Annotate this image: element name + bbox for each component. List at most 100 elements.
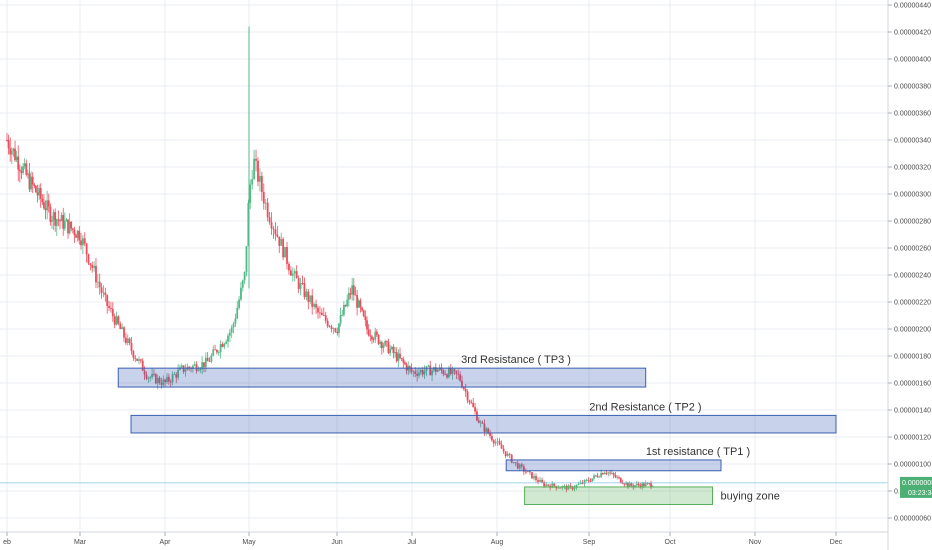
candle-body: [121, 327, 123, 329]
candle-body: [351, 285, 353, 294]
candle-body: [369, 335, 371, 336]
candle-body: [593, 475, 595, 478]
zone-box[interactable]: [118, 368, 645, 387]
candle-body: [32, 177, 34, 185]
candle-body: [388, 341, 390, 353]
y-tick-label: 0.00000420: [894, 30, 931, 37]
candle-body: [203, 362, 205, 367]
candle-body: [261, 176, 263, 192]
candle-body: [21, 171, 23, 173]
candle-body: [331, 327, 333, 329]
candle-body: [340, 315, 342, 324]
candle-body: [325, 315, 327, 320]
candle-body: [110, 308, 112, 309]
candle-body: [547, 484, 549, 485]
candle-body: [275, 229, 277, 234]
candle-body: [378, 335, 380, 344]
candle-body: [257, 161, 259, 182]
y-tick-label: 0.00000160: [894, 381, 931, 388]
candle-body: [338, 324, 340, 334]
candle-body: [84, 238, 86, 243]
candle-body: [609, 473, 611, 474]
candle-body: [404, 362, 406, 364]
candle-body: [46, 200, 48, 210]
candle-body: [389, 349, 391, 353]
candle-body: [345, 305, 347, 306]
candle-body: [103, 293, 105, 294]
candle-body: [294, 271, 296, 273]
candle-body: [49, 207, 51, 222]
x-tick-label: Jun: [331, 539, 342, 546]
candle-body: [525, 472, 527, 473]
candle-body: [9, 148, 11, 154]
price-tag-countdown: 03:23:34: [908, 490, 932, 497]
zone-box[interactable]: [525, 487, 713, 505]
candle-body: [282, 239, 284, 257]
candle-body: [356, 295, 358, 308]
candle-body: [267, 203, 269, 218]
price-tag-value: 0.00000086: [902, 480, 932, 487]
candle-body: [465, 389, 467, 392]
candle-body: [598, 477, 600, 478]
candle-body: [300, 283, 302, 289]
candle-body: [527, 471, 529, 472]
grid-lines: [0, 0, 888, 532]
candle-body: [104, 293, 106, 295]
candle-body: [507, 454, 509, 456]
candle-body: [17, 157, 19, 170]
candle-body: [273, 229, 275, 230]
candle-body: [629, 483, 631, 486]
candle-body: [93, 266, 95, 268]
candle-body: [95, 266, 97, 282]
x-tick-label: Apr: [160, 539, 172, 546]
candle-body: [290, 270, 292, 275]
candle-body: [222, 344, 224, 347]
candle-body: [467, 392, 469, 401]
candle-body: [276, 234, 278, 236]
y-tick-label: 0.00000180: [894, 354, 931, 361]
candle-body: [136, 359, 138, 361]
candle-body: [123, 327, 125, 337]
x-axis[interactable]: eb Mar Apr May Jun Jul Aug Sep Oct Nov Dec: [0, 532, 888, 546]
candle-body: [14, 149, 16, 160]
candle-body: [66, 220, 68, 222]
candle-body: [313, 304, 315, 307]
candle-body: [30, 177, 32, 190]
zone-box[interactable]: [131, 415, 836, 433]
candle-body: [366, 320, 368, 329]
candle-body: [214, 349, 216, 350]
candle-body: [361, 307, 363, 310]
y-tick-label: 0.00000340: [894, 138, 931, 145]
candle-body: [43, 202, 45, 208]
candle-body: [343, 305, 345, 315]
candle-body: [118, 316, 120, 323]
candle-body: [69, 222, 71, 233]
y-tick-label: 0.00000440: [894, 3, 931, 10]
candle-body: [638, 484, 640, 485]
candle-body: [62, 215, 64, 229]
candle-body: [384, 341, 386, 345]
candle-body: [606, 473, 608, 474]
candle-body: [615, 475, 617, 477]
zone-box[interactable]: [506, 460, 721, 471]
candle-body: [11, 151, 13, 155]
candle-body: [40, 188, 42, 199]
zone-label: 2nd Resistance ( TP2 ): [589, 401, 701, 413]
candle-body: [114, 316, 116, 324]
candle-body: [29, 173, 31, 189]
candle-body: [545, 484, 547, 486]
y-tick-label: 0.00000100: [894, 462, 931, 469]
candle-body: [636, 484, 638, 486]
candle-body: [271, 222, 273, 228]
candle-body: [38, 188, 40, 195]
candle-body: [246, 246, 248, 272]
candle-body: [116, 316, 118, 324]
x-tick-label: Oct: [665, 539, 676, 546]
y-axis[interactable]: 0.00000440 0.00000420 0.00000400 0.00000380…: [888, 0, 931, 550]
candle-body: [278, 237, 280, 246]
zone-boxes: 3rd Resistance ( TP3 ) 2nd Resistance ( T…: [118, 354, 836, 504]
candle-body: [61, 215, 63, 221]
candle-body: [474, 407, 476, 411]
candle-body: [399, 354, 401, 358]
